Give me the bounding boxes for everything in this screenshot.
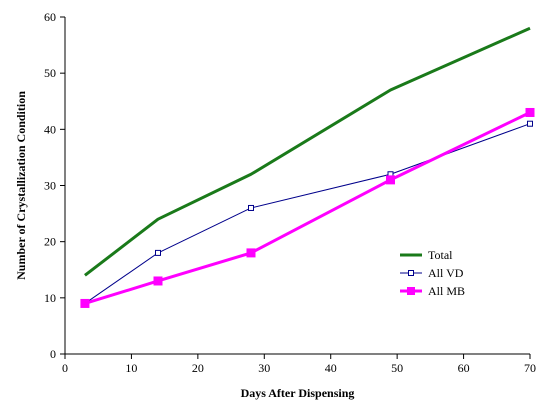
data-point-all-mb bbox=[386, 175, 395, 185]
legend-label-all-vd: All VD bbox=[428, 266, 464, 280]
series-total bbox=[84, 26, 531, 277]
data-point-all-vd bbox=[155, 249, 161, 256]
series-line-total bbox=[84, 26, 531, 277]
x-axis-title: Days After Dispensing bbox=[241, 386, 355, 400]
x-tick-label: 20 bbox=[192, 361, 204, 375]
y-tick-label: 20 bbox=[44, 235, 56, 249]
y-tick-label: 30 bbox=[44, 179, 56, 193]
series-layer bbox=[80, 26, 535, 308]
data-point-all-mb bbox=[80, 298, 90, 308]
data-point-all-vd bbox=[248, 204, 254, 211]
data-point-all-mb bbox=[153, 276, 163, 286]
y-ticks: 0 10 20 30 40 50 60 bbox=[44, 10, 65, 361]
x-tick-label: 70 bbox=[524, 361, 536, 375]
x-tick-label: 30 bbox=[258, 361, 270, 375]
y-tick-label: 0 bbox=[50, 347, 56, 361]
legend-label-all-mb: All MB bbox=[428, 284, 465, 298]
legend-marker-all-mb bbox=[407, 287, 415, 295]
x-tick-label: 10 bbox=[125, 361, 137, 375]
y-tick-label: 40 bbox=[44, 122, 56, 136]
x-tick-label: 50 bbox=[391, 361, 403, 375]
legend-item-all-mb: All MB bbox=[400, 284, 465, 298]
x-tick-label: 0 bbox=[62, 361, 68, 375]
axes bbox=[64, 17, 530, 355]
y-tick-label: 50 bbox=[44, 66, 56, 80]
legend-label-total: Total bbox=[428, 248, 453, 262]
data-point-all-mb bbox=[525, 107, 535, 117]
legend-marker-all-vd bbox=[408, 270, 414, 276]
legend-item-total: Total bbox=[400, 248, 453, 262]
y-tick-label: 60 bbox=[44, 10, 56, 24]
y-tick-label: 10 bbox=[44, 291, 56, 305]
legend-item-all-vd: All VD bbox=[400, 266, 464, 280]
data-point-all-mb bbox=[246, 248, 256, 258]
x-tick-label: 40 bbox=[325, 361, 337, 375]
x-tick-label: 60 bbox=[458, 361, 470, 375]
data-point-all-vd bbox=[527, 120, 533, 127]
x-ticks: 0 10 20 30 40 50 60 70 bbox=[62, 354, 536, 375]
series-all-vd bbox=[81, 120, 533, 307]
series-all-mb bbox=[80, 107, 535, 308]
y-axis-title: Number of Crystallization Condition bbox=[14, 91, 28, 280]
legend: Total All VD All MB bbox=[400, 248, 465, 298]
